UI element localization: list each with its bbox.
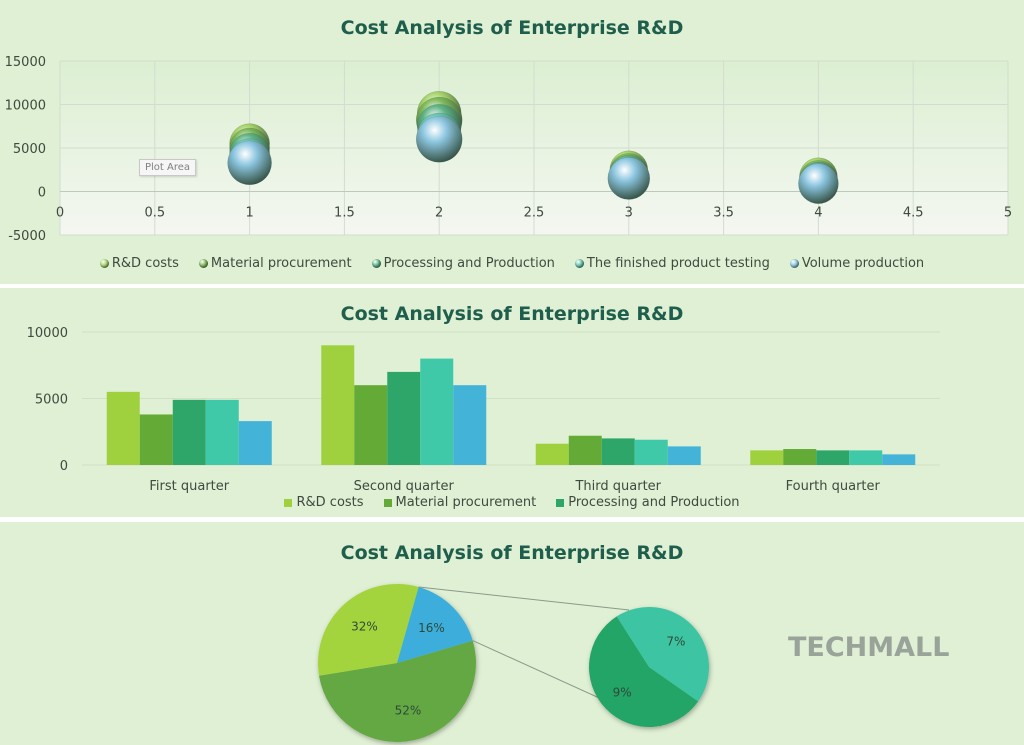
y-tick-label: 10000 (5, 99, 46, 114)
main-pie-slice-1[interactable] (318, 584, 419, 676)
x-tick-label: 3 (625, 206, 633, 221)
bubble-volume-production-3[interactable] (798, 163, 839, 204)
bar-chart-title: Cost Analysis of Enterprise R&D (340, 303, 684, 325)
bar-first-quarter-series-1[interactable] (139, 414, 173, 465)
x-tick-label: 4 (814, 206, 822, 221)
legend-swatch-icon (284, 498, 293, 507)
pie-chart-panel[interactable]: Cost Analysis of Enterprise R&D 52% 32% 16… (0, 522, 1024, 745)
y-tick-label: -5000 (8, 229, 46, 244)
bar-chart-svg: 10000 5000 0 First quarter Second quarter Thi… (27, 326, 940, 494)
y-tick-label: 15000 (5, 55, 46, 70)
x-tick-label: 2 (435, 206, 443, 221)
bar-second-quarter-series-3[interactable] (420, 358, 454, 465)
legend-swatch-icon (99, 259, 109, 268)
bubble-volume-production-0[interactable] (227, 140, 272, 186)
bar-first-quarter-series-2[interactable] (172, 399, 206, 465)
category-label-second-quarter: Second quarter (354, 479, 455, 494)
pie-chart-title: Cost Analysis of Enterprise R&D (340, 542, 684, 564)
category-label-first-quarter: First quarter (149, 479, 229, 494)
category-label-third-quarter: Third quarter (574, 479, 661, 494)
bar-fourth-quarter-series-2[interactable] (816, 450, 850, 465)
bar-second-quarter-series-4[interactable] (453, 385, 487, 465)
legend-label: Volume production (801, 256, 925, 271)
legend-swatch-icon (556, 498, 565, 507)
main-pie-label-1: 32% (351, 619, 378, 633)
legend-swatch-icon (574, 259, 584, 268)
bar-fourth-quarter-series-1[interactable] (783, 449, 817, 465)
techmall-watermark: TECHMALL (788, 632, 950, 663)
x-tick-label: 1 (245, 206, 253, 221)
x-tick-label: 2.5 (524, 206, 545, 221)
secondary-pie-slice-1[interactable] (616, 607, 710, 702)
bar-first-quarter-series-3[interactable] (205, 399, 239, 465)
legend-label: Material procurement (210, 256, 352, 271)
secondary-pie-slice-0[interactable] (589, 616, 699, 727)
x-tick-label: 1.5 (334, 206, 355, 221)
legend-label: Material procurement (395, 495, 537, 510)
bar-fourth-quarter-series-0[interactable] (750, 450, 784, 465)
legend-label: The finished product testing (586, 256, 770, 271)
legend-label: Processing and Production (568, 495, 740, 510)
bar-second-quarter-series-0[interactable] (321, 345, 355, 465)
scatter-chart-panel[interactable]: Cost Analysis of Enterprise R&D 15000 100… (0, 0, 1024, 284)
legend-item-processing-and-production[interactable]: Processing and Production (371, 256, 555, 271)
legend-item-the-finished-product-testing[interactable]: The finished product testing (574, 256, 770, 271)
secondary-pie-label-0: 9% (613, 686, 632, 700)
pie-chart-svg: 52% 32% 16% 9% 7% (318, 584, 710, 742)
bar-second-quarter-series-1[interactable] (354, 385, 388, 465)
main-pie-slice-2[interactable] (397, 587, 473, 663)
bar-first-quarter-series-4[interactable] (238, 421, 272, 465)
plot-area-tooltip: Plot Area (139, 159, 197, 176)
bubble-volume-production-1[interactable] (415, 116, 463, 163)
legend-swatch-icon (789, 259, 799, 268)
legend-item-processing-and-production[interactable]: Processing and Production (556, 495, 740, 510)
bar-fourth-quarter-series-3[interactable] (849, 450, 883, 465)
legend-label: R&D costs (111, 256, 179, 271)
legend-label: Processing and Production (383, 256, 555, 271)
x-tick-label: 0 (56, 206, 64, 221)
x-tick-label: 5 (1004, 206, 1012, 221)
category-label-fourth-quarter: Fourth quarter (786, 479, 881, 494)
bar-chart-panel[interactable]: Cost Analysis of Enterprise R&D 10000 500… (0, 288, 1024, 517)
legend-swatch-icon (198, 259, 208, 268)
main-pie-group (318, 584, 476, 742)
main-pie-label-0: 52% (395, 704, 422, 718)
main-pie-label-2: 16% (418, 621, 445, 635)
secondary-pie-group (589, 607, 710, 727)
connector-line-top (418, 586, 630, 611)
y-tick-label: 10000 (27, 326, 68, 341)
y-tick-label: 0 (38, 186, 46, 201)
y-tick-label: 5000 (13, 142, 46, 157)
scatter-chart-svg: 15000 10000 5000 0 -5000 0 0.5 1 1.5 2 2.5 3 3.5 4 4.5… (5, 55, 1013, 244)
bar-third-quarter-series-0[interactable] (535, 443, 569, 465)
legend-label: R&D costs (296, 495, 364, 510)
bar-second-quarter-series-2[interactable] (387, 371, 421, 465)
legend-item-material-procurement[interactable]: Material procurement (383, 495, 537, 510)
legend-swatch-icon (383, 498, 392, 507)
x-tick-label: 4.5 (903, 206, 924, 221)
x-tick-label: 0.5 (144, 206, 165, 221)
y-tick-label: 0 (60, 459, 68, 474)
legend-swatch-icon (371, 259, 381, 268)
bar-fourth-quarter-series-4[interactable] (882, 454, 916, 465)
scatter-legend: R&D costs Material procurement Processing … (0, 256, 1024, 271)
bar-first-quarter-series-0[interactable] (106, 391, 140, 465)
legend-item-r-d-costs[interactable]: R&D costs (99, 256, 179, 271)
secondary-pie-label-1: 7% (666, 634, 685, 648)
scatter-chart-title: Cost Analysis of Enterprise R&D (340, 17, 684, 39)
bubble-volume-production-2[interactable] (607, 157, 651, 200)
legend-item-material-procurement[interactable]: Material procurement (198, 256, 352, 271)
bar-third-quarter-series-4[interactable] (667, 446, 701, 465)
bar-third-quarter-series-3[interactable] (634, 439, 668, 465)
bar-third-quarter-series-2[interactable] (601, 438, 635, 465)
legend-item-volume-production[interactable]: Volume production (789, 256, 925, 271)
x-tick-label: 3.5 (713, 206, 734, 221)
legend-item-r-d-costs[interactable]: R&D costs (284, 495, 364, 510)
main-pie-slice-0[interactable] (319, 640, 476, 742)
bar-legend: R&D costs Material procurement Processing … (0, 495, 1024, 510)
bar-third-quarter-series-1[interactable] (568, 435, 602, 465)
y-tick-label: 5000 (35, 393, 68, 408)
